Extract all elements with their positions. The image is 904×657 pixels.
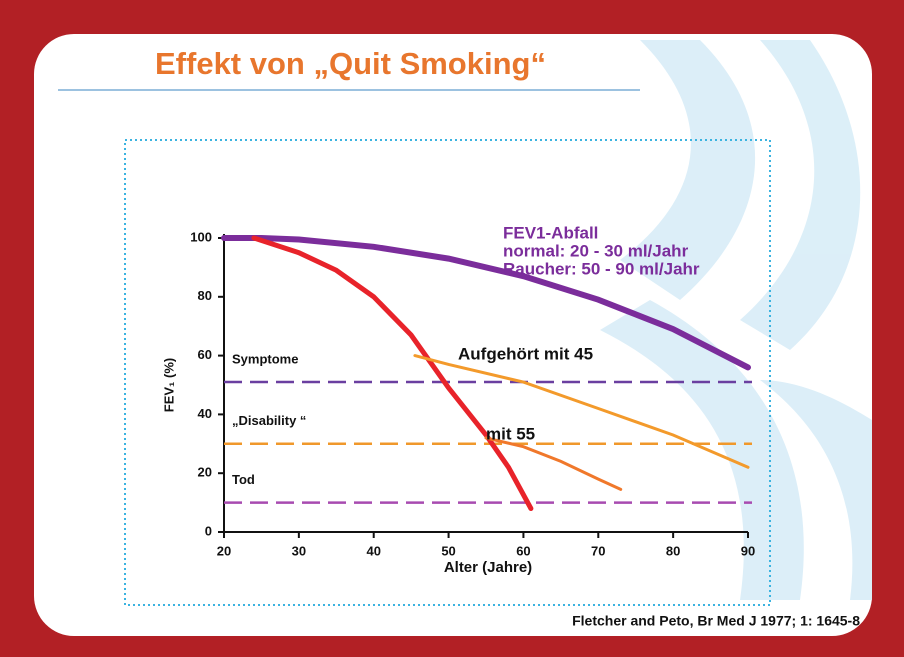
title: Effekt von „Quit Smoking“ [155,46,546,81]
reference-label: „Disability “ [232,413,306,428]
x-tick-label: 20 [217,543,231,558]
series-label: Aufgehört mit 45 [458,344,593,363]
y-tick-label: 80 [198,288,212,303]
x-tick-label: 60 [516,543,530,558]
reference-label: Tod [232,472,255,487]
reference-label: Symptome [232,351,298,366]
series-label: mit 55 [486,424,535,443]
x-tick-label: 40 [366,543,380,558]
x-tick-label: 90 [741,543,755,558]
annotation: normal: 20 - 30 ml/Jahr [503,241,689,260]
x-tick-label: 50 [441,543,455,558]
x-axis-label: Alter (Jahre) [444,559,532,576]
y-axis-label: FEV₁ (%) [161,358,176,413]
annotation: FEV1-Abfall [503,223,598,242]
y-tick-label: 100 [190,229,212,244]
source: Fletcher and Peto, Br Med J 1977; 1: 164… [572,613,860,629]
y-tick-label: 20 [198,465,212,480]
x-tick-label: 30 [292,543,306,558]
x-tick-label: 80 [666,543,680,558]
y-tick-label: 40 [198,406,212,421]
y-tick-label: 0 [205,523,212,538]
annotation: Raucher: 50 - 90 ml/Jahr [503,259,700,278]
x-tick-label: 70 [591,543,605,558]
y-tick-label: 60 [198,347,212,362]
slide: Effekt von „Quit Smoking“ Alter (Jahre) … [0,0,904,657]
